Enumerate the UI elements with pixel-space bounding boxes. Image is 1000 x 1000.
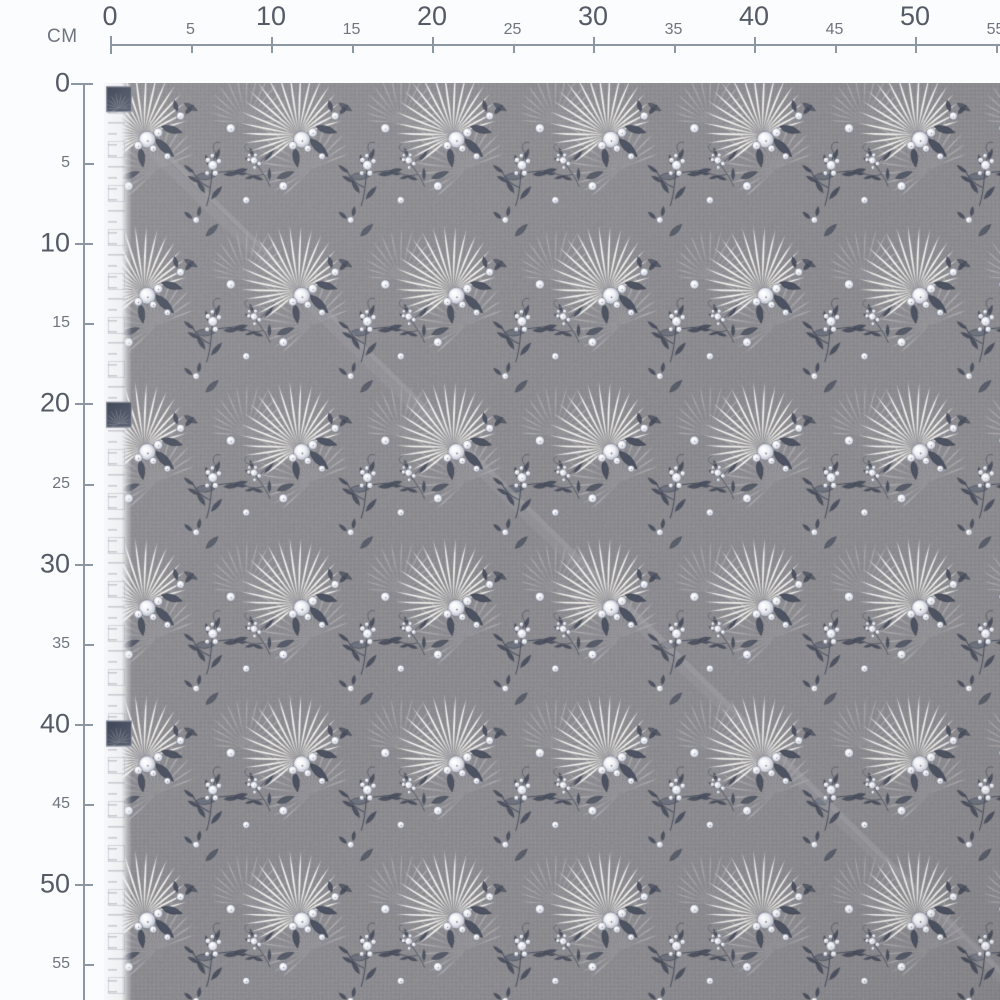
v-tick-0 <box>71 83 93 85</box>
v-tick-15 <box>83 323 94 326</box>
v-tick-45 <box>83 803 94 806</box>
v-tick-55 <box>83 964 94 967</box>
h-tick-15 <box>351 44 354 53</box>
h-tick-10 <box>271 37 273 53</box>
v-tick-35 <box>83 643 94 646</box>
v-tick-5 <box>83 163 94 166</box>
h-tick-45 <box>834 44 837 53</box>
h-tick-5 <box>190 44 193 53</box>
h-label-50: 50 <box>899 1 931 31</box>
h-label-25: 25 <box>503 21 522 38</box>
fabric-pattern-canvas <box>104 83 1000 1000</box>
h-label-35: 35 <box>664 21 683 38</box>
h-label-55: 55 <box>986 21 1000 38</box>
v-label-35: 35 <box>52 634 70 652</box>
h-label-45: 45 <box>825 21 844 38</box>
v-tick-40 <box>75 723 93 726</box>
horizontal-ruler-line <box>110 44 1000 46</box>
h-tick-25 <box>512 44 515 53</box>
v-label-45: 45 <box>52 794 70 812</box>
h-tick-30 <box>593 37 595 53</box>
v-tick-30 <box>75 563 93 566</box>
v-label-30: 30 <box>39 548 70 579</box>
h-tick-0 <box>110 36 112 54</box>
v-tick-20 <box>75 403 93 406</box>
h-label-0: 0 <box>102 1 118 31</box>
h-tick-50 <box>915 37 917 53</box>
v-tick-10 <box>75 243 93 246</box>
v-tick-50 <box>75 884 93 886</box>
h-tick-20 <box>432 37 434 53</box>
ruler-unit-label: CM <box>47 26 78 47</box>
v-label-15: 15 <box>52 314 70 332</box>
v-label-55: 55 <box>52 955 70 973</box>
h-label-15: 15 <box>342 21 361 38</box>
v-label-0: 0 <box>54 67 70 98</box>
h-tick-35 <box>673 44 676 53</box>
fabric-swatch[interactable] <box>104 83 1000 1000</box>
h-label-5: 5 <box>186 21 195 38</box>
h-label-20: 20 <box>416 1 448 31</box>
v-label-20: 20 <box>39 387 70 418</box>
v-label-50: 50 <box>39 868 70 899</box>
h-label-40: 40 <box>738 1 770 31</box>
v-label-40: 40 <box>39 708 70 739</box>
h-tick-55 <box>995 44 998 53</box>
v-label-25: 25 <box>52 474 70 492</box>
v-tick-25 <box>83 483 94 486</box>
h-label-30: 30 <box>577 1 609 31</box>
vertical-ruler-line <box>83 83 85 1000</box>
v-label-5: 5 <box>61 154 70 172</box>
v-label-10: 10 <box>39 227 70 258</box>
h-label-10: 10 <box>255 1 287 31</box>
h-tick-40 <box>754 37 756 53</box>
